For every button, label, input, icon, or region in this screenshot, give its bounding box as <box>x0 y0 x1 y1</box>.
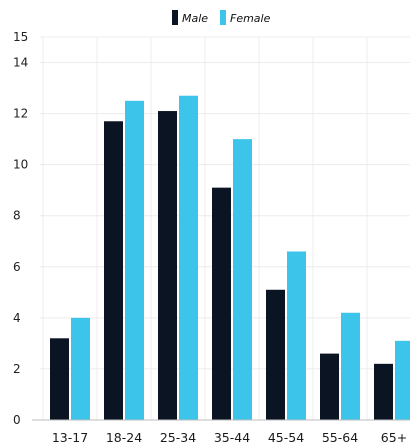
y-tick-label: 15 <box>13 30 28 44</box>
bar-male-45-54 <box>266 289 285 420</box>
bar-male-65+ <box>374 363 393 420</box>
bar-female-45-54 <box>287 251 306 420</box>
x-tick-label: 25-34 <box>160 430 196 445</box>
bar-male-35-44 <box>212 187 231 420</box>
y-tick-label: 6 <box>13 260 21 274</box>
bar-male-25-34 <box>158 111 177 421</box>
bar-female-13-17 <box>71 317 90 420</box>
bar-male-18-24 <box>104 121 123 420</box>
legend-label-male: Male <box>182 12 208 25</box>
y-tick-label: 0 <box>13 413 21 427</box>
legend-swatch-female <box>220 10 226 25</box>
legend: Male Female <box>172 10 271 25</box>
y-tick-label: 4 <box>13 311 21 325</box>
bar-female-55-64 <box>341 312 360 420</box>
bar-female-65+ <box>395 340 410 420</box>
x-tick-label: 45-54 <box>268 430 304 445</box>
legend-swatch-male <box>172 10 178 25</box>
bars <box>50 95 410 421</box>
x-axis-labels: 13-17 18-24 25-34 35-44 45-54 55-64 65+ <box>52 430 407 445</box>
y-tick-label: 10 <box>13 158 28 172</box>
bar-female-25-34 <box>179 95 198 420</box>
bar-male-55-64 <box>320 353 339 420</box>
y-axis-ticks: 0 2 4 6 8 10 12 14 15 <box>13 30 28 427</box>
y-tick-label: 14 <box>13 56 28 70</box>
legend-label-female: Female <box>230 12 271 25</box>
x-tick-label: 55-64 <box>322 430 358 445</box>
x-tick-label: 13-17 <box>52 430 88 445</box>
x-tick-label: 18-24 <box>106 430 142 445</box>
y-tick-label: 12 <box>13 107 28 121</box>
y-tick-label: 8 <box>13 209 21 223</box>
bar-male-13-17 <box>50 338 69 420</box>
grid-lines <box>40 36 410 421</box>
y-tick-label: 2 <box>13 362 21 376</box>
x-tick-label: 35-44 <box>214 430 250 445</box>
bar-female-18-24 <box>125 100 144 420</box>
bar-female-35-44 <box>233 139 252 420</box>
x-tick-label: 65+ <box>381 430 407 445</box>
